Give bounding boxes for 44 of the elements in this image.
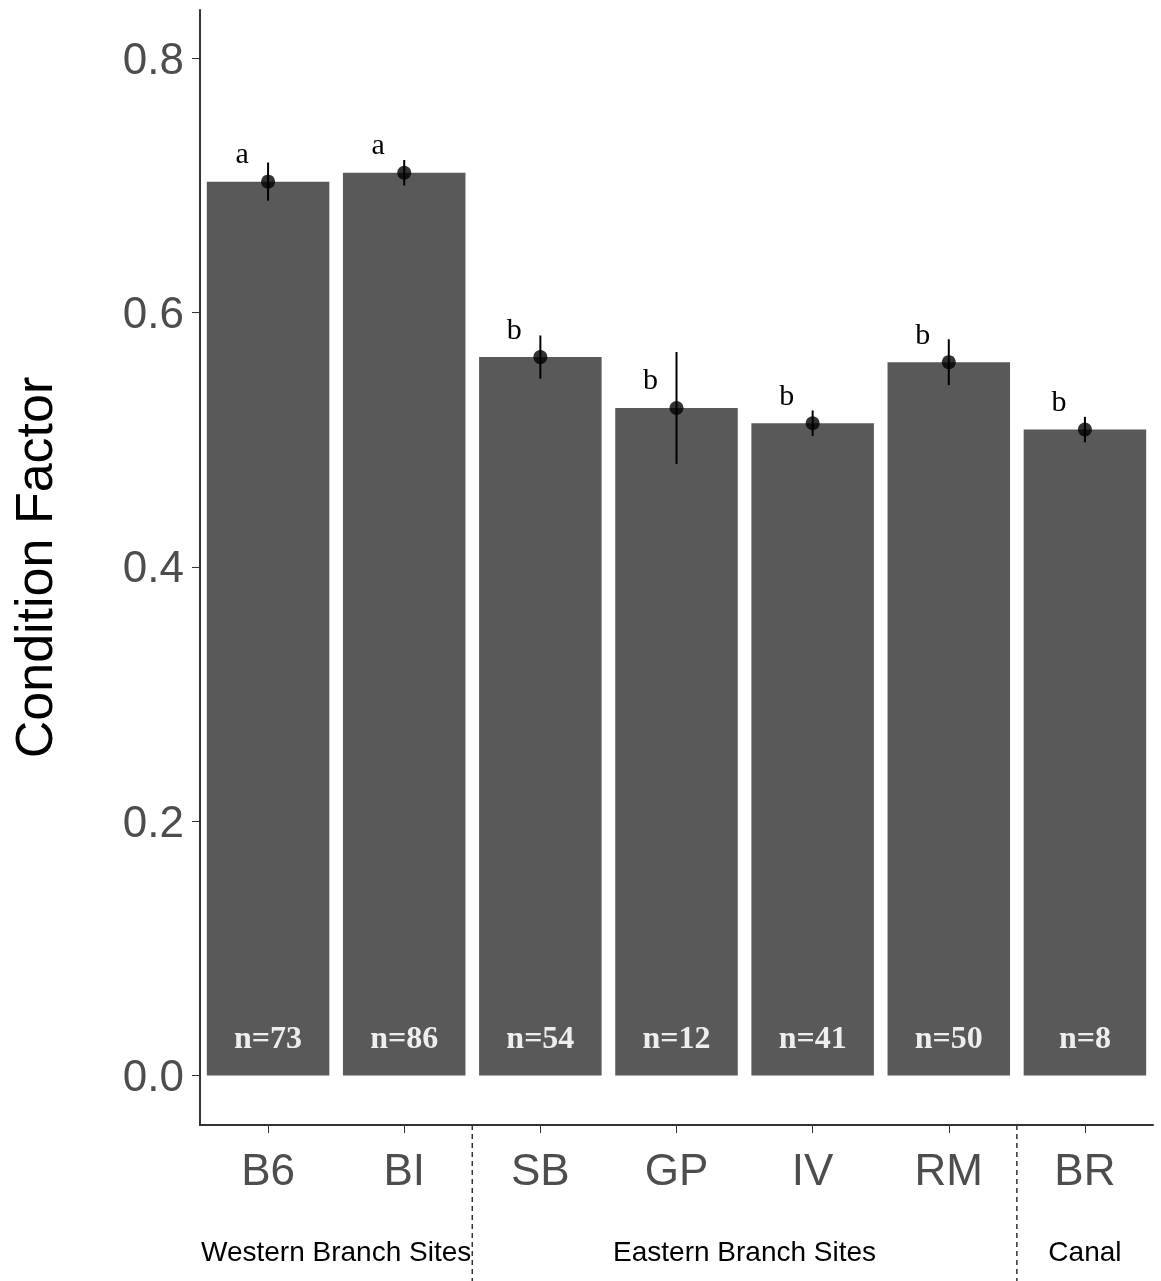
bar bbox=[342, 172, 466, 1076]
y-axis-title: Condition Factor bbox=[5, 376, 63, 759]
text: Eastern Branch Sites bbox=[613, 1235, 877, 1267]
annotation: n=73 bbox=[234, 1019, 303, 1056]
annotation: b bbox=[643, 362, 658, 396]
y-tick-label: 0.0 bbox=[122, 1050, 184, 1100]
point bbox=[941, 355, 956, 370]
bar bbox=[887, 362, 1011, 1076]
y-tick-label: 0.8 bbox=[122, 33, 184, 83]
annotation: b bbox=[506, 311, 522, 345]
annotation: b bbox=[915, 316, 931, 350]
text: Western Branch Sites bbox=[201, 1235, 472, 1267]
bar bbox=[751, 423, 874, 1076]
point bbox=[669, 400, 684, 415]
x-tick-label: IV bbox=[791, 1144, 835, 1194]
text: Canal bbox=[1048, 1235, 1122, 1267]
x-tick-label: BR bbox=[1054, 1144, 1116, 1194]
annotation: b bbox=[1051, 384, 1067, 418]
annotation: n=8 bbox=[1058, 1019, 1111, 1056]
x-tick-label: B6 bbox=[241, 1144, 295, 1194]
annotation: n=50 bbox=[914, 1019, 983, 1056]
annotation: a bbox=[235, 136, 249, 170]
annotation: n=12 bbox=[642, 1019, 711, 1056]
bar bbox=[615, 407, 738, 1076]
point bbox=[397, 165, 412, 180]
point bbox=[533, 350, 548, 365]
point bbox=[1077, 422, 1092, 437]
bar bbox=[1023, 429, 1147, 1076]
x-tick-label: RM bbox=[914, 1144, 983, 1194]
annotation: b bbox=[779, 377, 795, 411]
y-tick-label: 0.6 bbox=[122, 288, 184, 338]
y-tick-label: 0.4 bbox=[122, 542, 184, 592]
bar bbox=[479, 357, 602, 1076]
annotation: n=54 bbox=[506, 1019, 575, 1056]
bar bbox=[206, 181, 330, 1076]
point bbox=[805, 416, 820, 431]
x-tick-label: SB bbox=[511, 1144, 570, 1194]
annotation: n=41 bbox=[778, 1019, 847, 1056]
annotation: n=86 bbox=[370, 1019, 439, 1056]
annotation: a bbox=[371, 127, 385, 161]
y-tick-label: 0.2 bbox=[122, 796, 184, 846]
x-tick-label: BI bbox=[383, 1144, 425, 1194]
point bbox=[261, 174, 276, 189]
x-tick-label: GP bbox=[644, 1144, 709, 1194]
